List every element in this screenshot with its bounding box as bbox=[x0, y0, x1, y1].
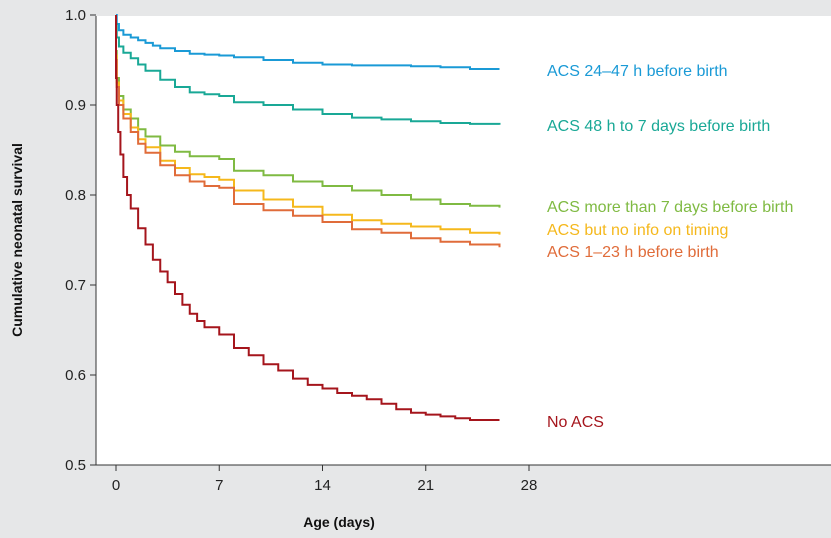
series-label: ACS 48 h to 7 days before birth bbox=[547, 118, 770, 135]
series-line bbox=[115, 15, 501, 248]
y-tick-label: 0.9 bbox=[65, 97, 86, 114]
y-axis-title: Cumulative neonatal survival bbox=[9, 143, 25, 337]
y-tick-label: 0.7 bbox=[65, 277, 86, 294]
y-tick-label: 0.8 bbox=[65, 187, 86, 204]
series-label: No ACS bbox=[547, 414, 604, 431]
series-labels-layer: ACS 24–47 h before birth ACS 48 h to 7 da… bbox=[547, 63, 793, 431]
series-line bbox=[115, 15, 500, 421]
series-layer bbox=[115, 14, 501, 421]
series-label: ACS but no info on timing bbox=[547, 222, 728, 239]
plot-area bbox=[96, 16, 831, 465]
y-tick-label: 1.0 bbox=[65, 7, 86, 24]
x-tick-label: 21 bbox=[417, 477, 434, 494]
x-tick-label: 28 bbox=[521, 477, 538, 494]
series-line bbox=[115, 15, 501, 235]
x-tick-label: 0 bbox=[112, 477, 120, 494]
series-label: ACS more than 7 days before birth bbox=[547, 199, 793, 216]
x-tick-label: 7 bbox=[215, 477, 223, 494]
series-label: ACS 24–47 h before birth bbox=[547, 63, 728, 80]
y-tick-label: 0.6 bbox=[65, 367, 86, 384]
x-axis-title: Age (days) bbox=[303, 514, 375, 530]
series-line bbox=[115, 14, 500, 70]
series-label: ACS 1–23 h before birth bbox=[547, 244, 719, 261]
ticks-layer: 0.5 0.6 0.7 0.8 0.9 1.0 0 7 14 21 28 bbox=[65, 7, 537, 494]
y-tick-label: 0.5 bbox=[65, 457, 86, 474]
x-tick-label: 14 bbox=[314, 477, 331, 494]
series-line bbox=[115, 15, 501, 125]
